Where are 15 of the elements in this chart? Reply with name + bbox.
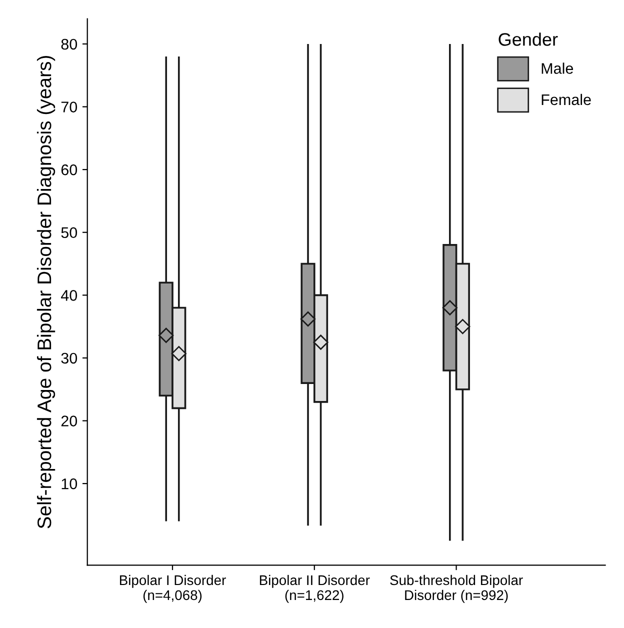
x-tick-label: Bipolar I Disorder (n=4,068) xyxy=(120,574,226,603)
y-tick-label: 40 xyxy=(60,290,78,301)
y-tick-label: 10 xyxy=(62,478,78,490)
y-tick-label: 80 xyxy=(61,38,78,50)
legend-label: Female xyxy=(542,94,591,106)
legend-title: Gender xyxy=(498,32,558,46)
legend-label: Male xyxy=(542,62,574,74)
x-tick-label: Sub-threshold Bipolar Disorder (n=992) xyxy=(390,574,523,603)
y-axis-title: Self-reported Age of Bipolar Disorder Diagnosis (years) xyxy=(36,56,56,528)
y-tick-label: 50 xyxy=(61,227,78,238)
y-tick-label: 20 xyxy=(61,416,78,426)
x-tick-label: Bipolar II Disorder (n=1,622) xyxy=(260,574,370,603)
y-tick-label: 60 xyxy=(61,164,78,176)
y-tick-label: 70 xyxy=(61,102,78,112)
y-tick-label: 30 xyxy=(61,352,78,364)
